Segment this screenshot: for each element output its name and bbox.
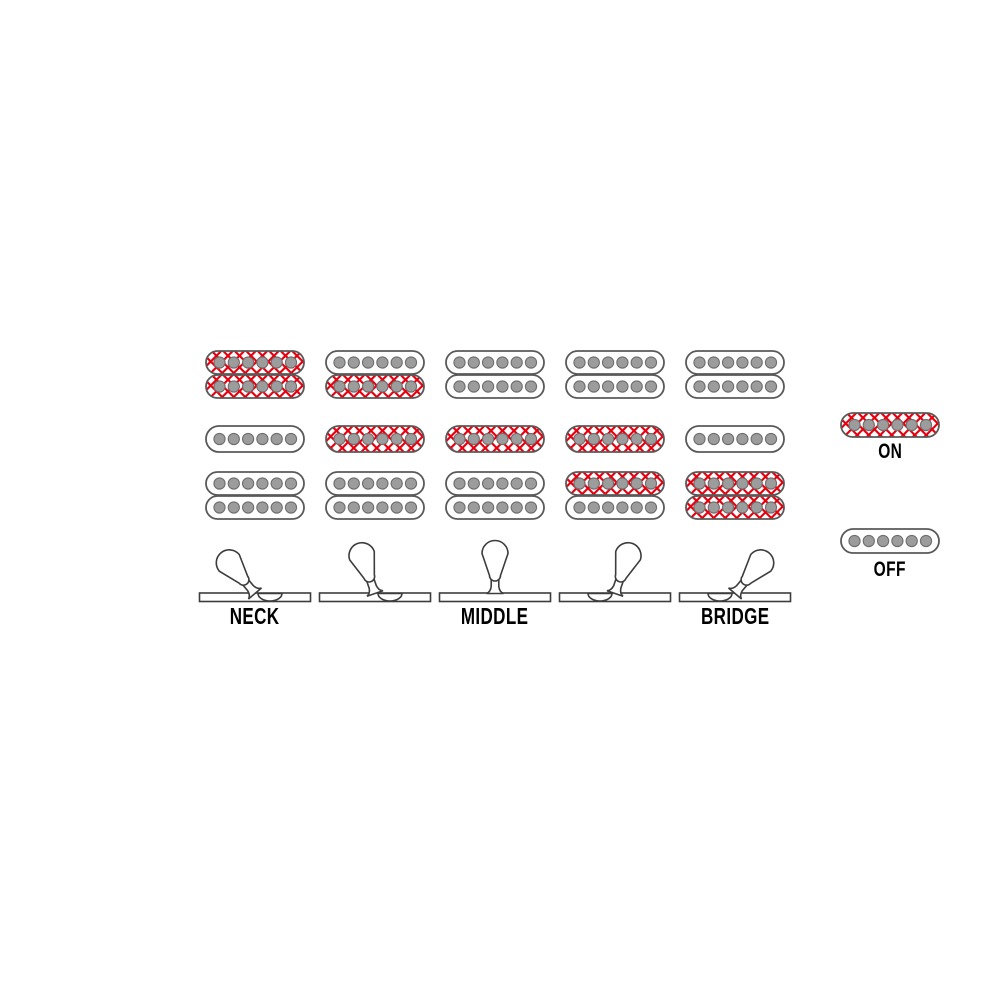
bridge-pickup-coil-inner bbox=[565, 471, 665, 496]
neck-pickup-coil-inner bbox=[565, 374, 665, 399]
neck-pickup bbox=[685, 350, 785, 399]
switch-lever-position-5 bbox=[678, 549, 792, 603]
middle-pickup bbox=[685, 425, 785, 458]
bridge-pickup-coil-inner bbox=[445, 471, 545, 496]
neck-pickup bbox=[445, 350, 545, 399]
switch-lever-position-1 bbox=[198, 549, 312, 603]
legend-off-coil bbox=[840, 528, 940, 554]
neck-pickup-coil-inner bbox=[205, 374, 305, 399]
neck-pickup bbox=[565, 350, 665, 399]
neck-pickup-coil-outer bbox=[205, 350, 305, 375]
middle-pickup bbox=[565, 425, 665, 458]
position-label: MIDDLE bbox=[461, 603, 529, 629]
neck-pickup-coil-outer bbox=[325, 350, 425, 375]
legend-on-pickup bbox=[840, 412, 940, 443]
bridge-pickup-coil-inner bbox=[685, 471, 785, 496]
bridge-pickup-coil-inner bbox=[325, 471, 425, 496]
bridge-pickup bbox=[325, 471, 425, 520]
switch-lever-position-4 bbox=[558, 541, 672, 603]
bridge-pickup-coil-inner bbox=[205, 471, 305, 496]
switch-position-4 bbox=[555, 350, 675, 640]
switch-position-2 bbox=[315, 350, 435, 640]
neck-pickup-coil-inner bbox=[325, 374, 425, 399]
position-label bbox=[555, 603, 675, 621]
position-label: BRIDGE bbox=[700, 603, 770, 629]
bridge-pickup-coil-outer bbox=[685, 495, 785, 520]
selector-switch bbox=[435, 528, 555, 613]
switch-lever-position-2 bbox=[318, 541, 432, 603]
bridge-pickup-coil-outer bbox=[565, 495, 665, 520]
position-label bbox=[315, 603, 435, 621]
legend-off-label: OFF bbox=[873, 558, 907, 581]
bridge-pickup-coil-outer bbox=[325, 495, 425, 520]
middle-pickup bbox=[205, 425, 305, 458]
neck-pickup-coil-outer bbox=[445, 350, 545, 375]
neck-pickup-coil-inner bbox=[685, 374, 785, 399]
switch-position-1: NECK bbox=[195, 350, 315, 640]
switch-lever-position-3 bbox=[438, 539, 552, 603]
middle-pickup-coil bbox=[565, 425, 665, 453]
neck-pickup bbox=[325, 350, 425, 399]
bridge-pickup bbox=[205, 471, 305, 520]
middle-pickup bbox=[325, 425, 425, 458]
legend-on-coil bbox=[840, 412, 940, 438]
switch-position-5: BRIDGE bbox=[675, 350, 795, 640]
middle-pickup-coil bbox=[205, 425, 305, 453]
neck-pickup-coil-inner bbox=[445, 374, 545, 399]
legend: ON OFF bbox=[830, 412, 950, 612]
middle-pickup-coil bbox=[325, 425, 425, 453]
middle-pickup-coil bbox=[445, 425, 545, 453]
selector-switch bbox=[555, 528, 675, 613]
legend-off-pickup bbox=[840, 528, 940, 559]
bridge-pickup-coil-outer bbox=[205, 495, 305, 520]
neck-pickup-coil-outer bbox=[685, 350, 785, 375]
legend-on-label: ON bbox=[877, 440, 903, 463]
middle-pickup-coil bbox=[685, 425, 785, 453]
selector-switch bbox=[675, 528, 795, 613]
middle-pickup bbox=[445, 425, 545, 458]
selector-switch bbox=[195, 528, 315, 613]
neck-pickup-coil-outer bbox=[565, 350, 665, 375]
position-label: NECK bbox=[230, 603, 280, 629]
selector-switch bbox=[315, 528, 435, 613]
neck-pickup bbox=[205, 350, 305, 399]
bridge-pickup bbox=[565, 471, 665, 520]
bridge-pickup bbox=[685, 471, 785, 520]
bridge-pickup bbox=[445, 471, 545, 520]
switch-position-3: MIDDLE bbox=[435, 350, 555, 640]
bridge-pickup-coil-outer bbox=[445, 495, 545, 520]
